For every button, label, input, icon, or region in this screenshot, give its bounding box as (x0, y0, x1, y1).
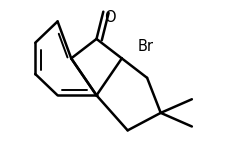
Text: O: O (104, 10, 115, 25)
Text: Br: Br (137, 39, 153, 54)
